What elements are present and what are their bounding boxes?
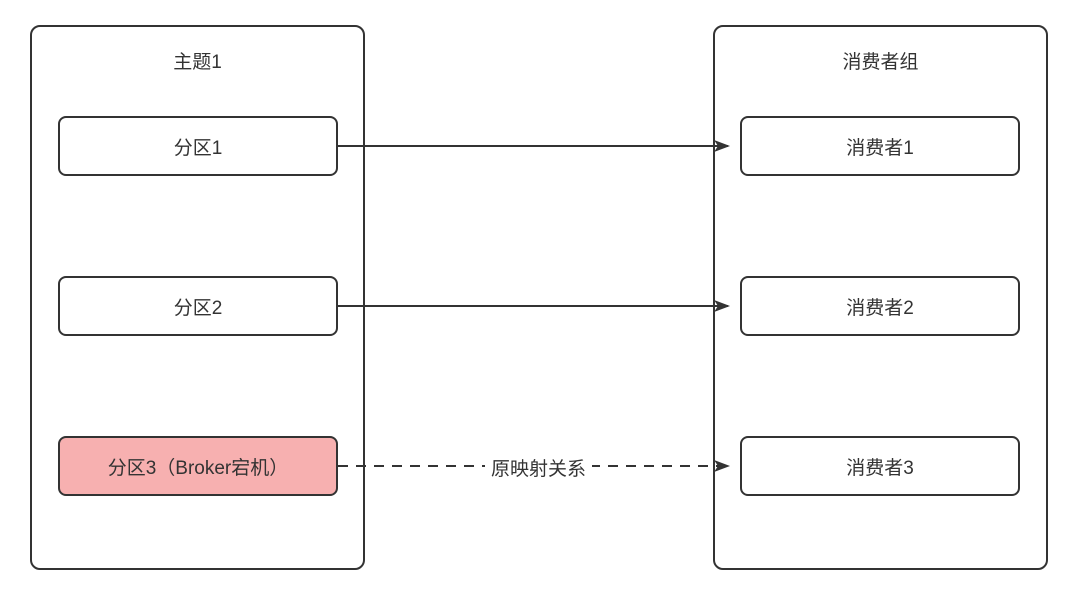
diagram-canvas: 主题1 消费者组 分区1 分区2 分区3（Broker宕机） 消费者1 消费者2… — [0, 0, 1080, 601]
partition-box: 分区2 — [58, 276, 338, 336]
consumer-group-title: 消费者组 — [715, 47, 1046, 74]
consumer-label: 消费者3 — [846, 453, 914, 480]
consumer-box: 消费者1 — [740, 116, 1020, 176]
consumer-box: 消费者3 — [740, 436, 1020, 496]
partition-label: 分区2 — [174, 293, 223, 320]
consumer-box: 消费者2 — [740, 276, 1020, 336]
consumer-label: 消费者1 — [846, 133, 914, 160]
partition-label: 分区3（Broker宕机） — [108, 453, 289, 480]
partition-box: 分区1 — [58, 116, 338, 176]
partition-box-down: 分区3（Broker宕机） — [58, 436, 338, 496]
consumer-label: 消费者2 — [846, 293, 914, 320]
topic-title: 主题1 — [32, 47, 363, 74]
partition-label: 分区1 — [174, 133, 223, 160]
edge-label: 原映射关系 — [485, 454, 592, 481]
